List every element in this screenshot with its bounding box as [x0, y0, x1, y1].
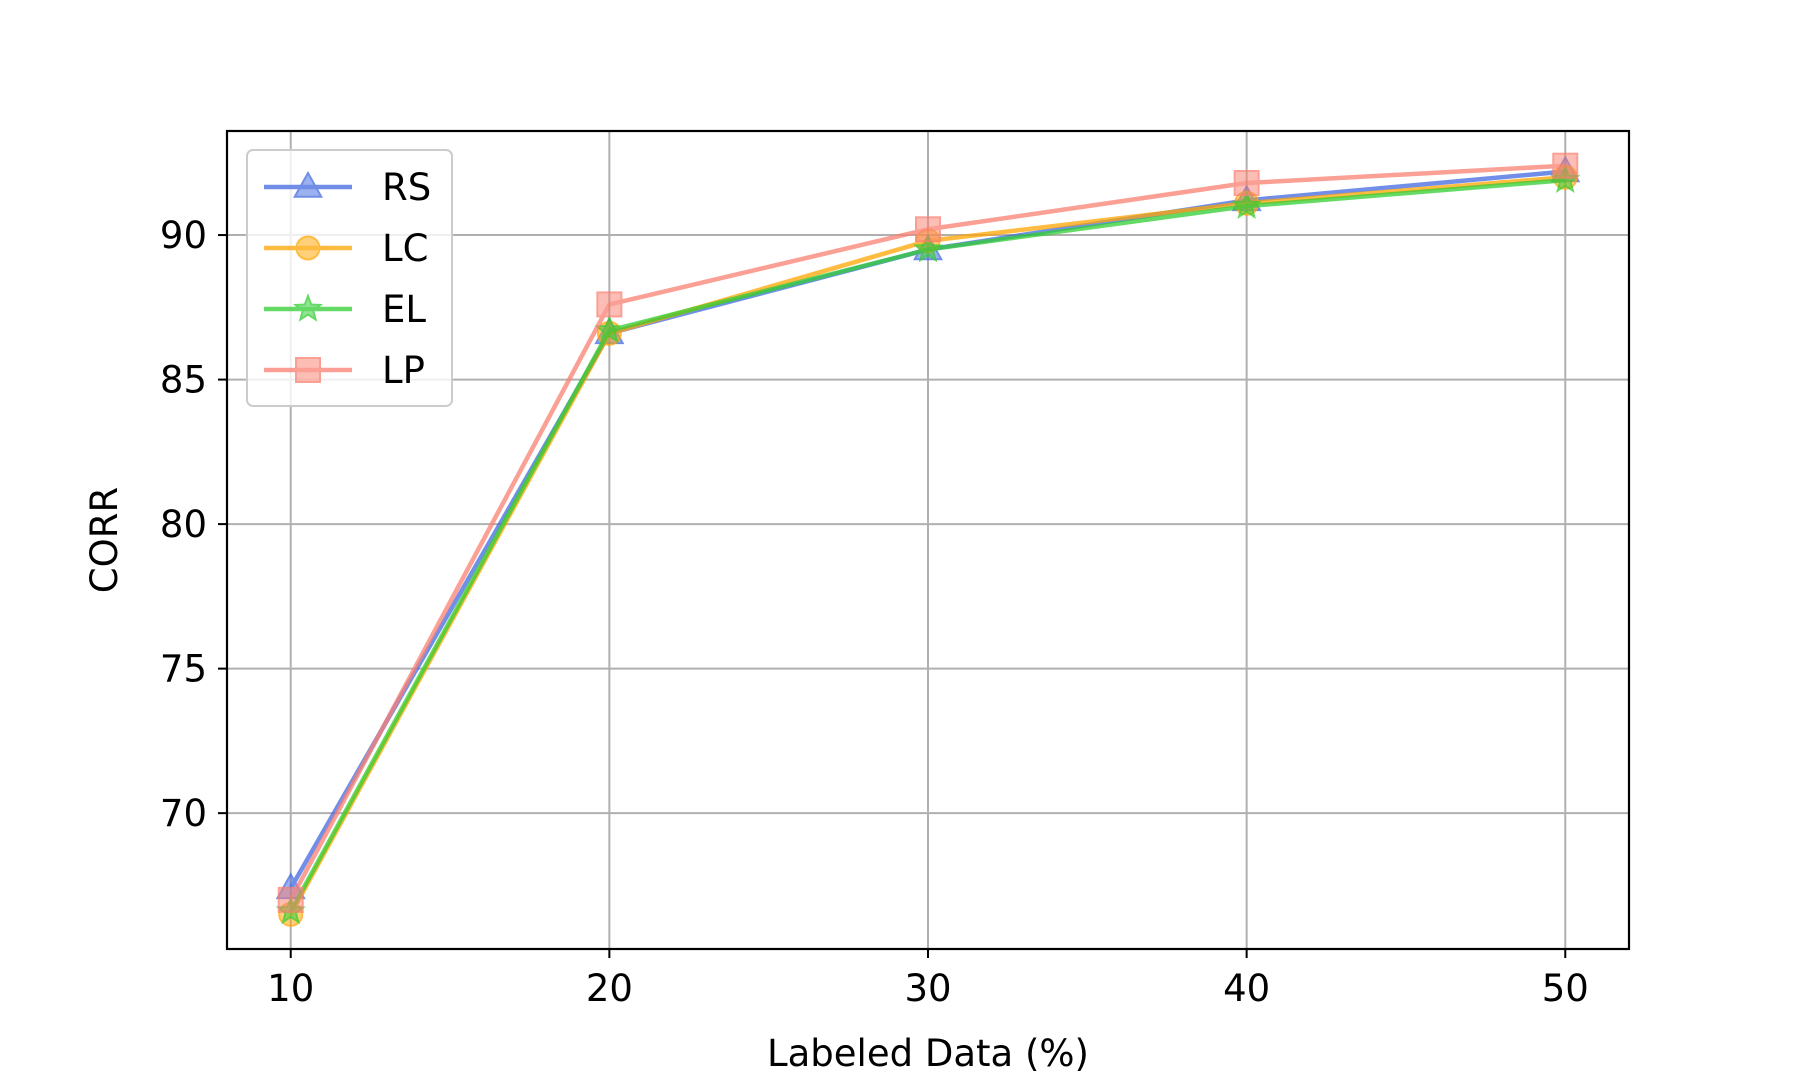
x-tick-label: 50 [1542, 967, 1589, 1010]
legend-marker [292, 293, 324, 322]
legend-swatch [264, 170, 352, 198]
legend-swatch [264, 293, 352, 322]
legend-marker [295, 235, 321, 261]
y-tick-label: 90 [160, 214, 207, 257]
x-tick-label: 20 [586, 967, 633, 1010]
data-point-lp [277, 886, 304, 913]
legend-swatch [264, 357, 352, 383]
legend-swatch [264, 235, 352, 261]
data-point-el [912, 233, 944, 263]
data-point-lp [1233, 170, 1260, 197]
series-lines [275, 152, 1581, 927]
data-point-lp [596, 291, 623, 318]
grid [227, 131, 1629, 949]
legend-label: LC [382, 227, 428, 270]
x-tick-label: 40 [1223, 967, 1270, 1010]
data-point-lp [1552, 152, 1579, 179]
legend-label: LP [382, 349, 425, 392]
axis-ticks: 10 20 30 40 50 70 75 80 85 90 [160, 214, 1589, 1010]
y-tick-label: 80 [160, 503, 207, 546]
legend-box [246, 149, 453, 407]
legend-label: EL [382, 288, 426, 331]
data-point-el [1231, 190, 1262, 219]
series-lp [277, 152, 1579, 913]
y-axis-label: CORR [83, 487, 126, 593]
data-point-lp [915, 216, 941, 243]
x-tick-label: 10 [267, 967, 314, 1010]
legend-label: RS [382, 166, 431, 209]
legend-marker [295, 357, 321, 383]
legend-marker [292, 170, 324, 198]
y-tick-label: 85 [160, 359, 207, 402]
legend-item-rs: RS [264, 166, 431, 209]
legend-item-lp: LP [264, 349, 425, 392]
y-tick-label: 75 [160, 648, 207, 691]
x-axis-label: Labeled Data (%) [767, 1032, 1089, 1075]
legend: RS LC EL LP [246, 149, 453, 407]
legend-item-el: EL [264, 288, 426, 331]
x-tick-label: 30 [904, 967, 951, 1010]
legend-item-lc: LC [264, 227, 428, 270]
y-tick-label: 70 [160, 792, 207, 835]
